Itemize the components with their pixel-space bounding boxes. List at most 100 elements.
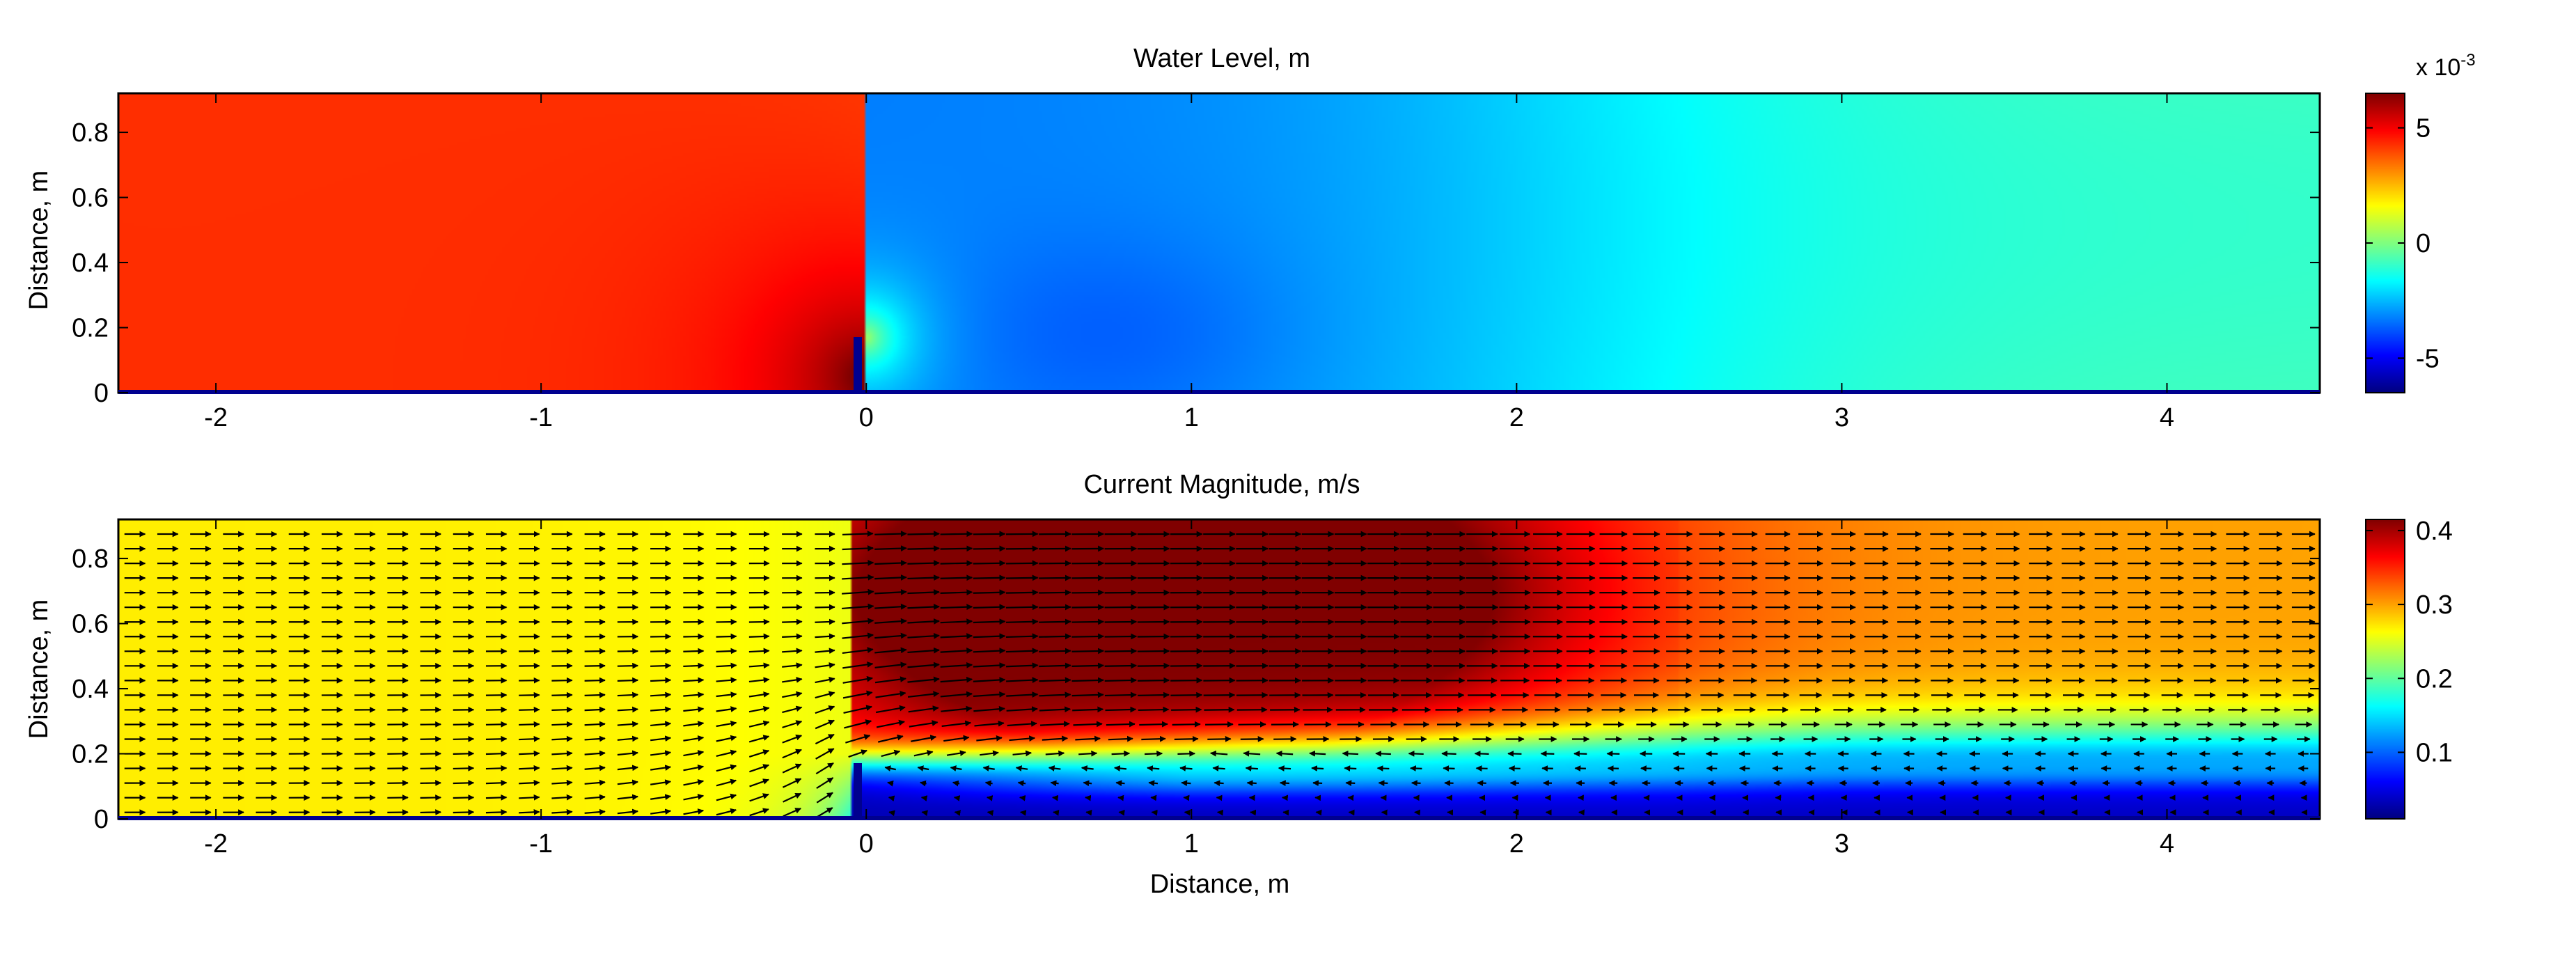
velocity-arrow bbox=[1342, 750, 1359, 757]
velocity-arrow bbox=[1007, 721, 1037, 727]
velocity-arrow bbox=[1006, 691, 1039, 698]
velocity-arrow bbox=[650, 808, 672, 815]
y-tick-label: 0.8 bbox=[72, 545, 109, 574]
x-tick-label: -2 bbox=[204, 403, 228, 432]
x-tick-label: -1 bbox=[529, 829, 553, 859]
velocity-arrow bbox=[950, 765, 962, 772]
water-level-obstacle bbox=[854, 337, 862, 393]
velocity-arrow bbox=[1170, 677, 1203, 684]
velocity-arrow bbox=[911, 735, 937, 742]
velocity-arrow bbox=[982, 765, 995, 772]
velocity-arrow bbox=[913, 750, 934, 757]
velocity-arrow bbox=[650, 706, 672, 713]
velocity-arrow bbox=[1042, 735, 1069, 742]
velocity-arrow bbox=[976, 735, 1003, 742]
current-magnitude-colorbar-box bbox=[2365, 519, 2405, 820]
x-tick-label: 3 bbox=[1835, 829, 1849, 859]
velocity-arrow bbox=[650, 750, 672, 756]
velocity-arrow bbox=[716, 735, 737, 742]
velocity-arrow bbox=[1005, 648, 1039, 655]
velocity-arrow bbox=[1183, 794, 1190, 801]
velocity-arrow bbox=[874, 531, 907, 538]
velocity-arrow bbox=[1071, 691, 1104, 698]
current-magnitude-panel: Current Magnitude, m/s Distance, m Dista… bbox=[24, 470, 2453, 899]
velocity-arrow bbox=[683, 808, 705, 815]
velocity-arrow bbox=[1075, 735, 1101, 742]
velocity-arrow bbox=[650, 648, 672, 655]
current-magnitude-title: Current Magnitude, m/s bbox=[1083, 470, 1360, 499]
velocity-arrow bbox=[1441, 751, 1456, 757]
velocity-arrow bbox=[1540, 751, 1555, 757]
velocity-arrow bbox=[617, 794, 638, 801]
velocity-arrow bbox=[884, 765, 897, 772]
velocity-arrow bbox=[748, 749, 770, 758]
velocity-arrow bbox=[716, 808, 737, 816]
velocity-arrow bbox=[874, 647, 907, 654]
velocity-arrow bbox=[1443, 765, 1455, 772]
velocity-arrow bbox=[748, 691, 770, 698]
velocity-arrow bbox=[973, 677, 1006, 683]
x-tick-label: -2 bbox=[204, 829, 228, 859]
velocity-arrow bbox=[1376, 765, 1390, 772]
velocity-arrow bbox=[973, 618, 1006, 625]
velocity-arrow bbox=[941, 705, 973, 712]
x-tick-label: 2 bbox=[1509, 829, 1524, 859]
velocity-arrow bbox=[1039, 604, 1071, 611]
velocity-arrow bbox=[973, 604, 1006, 611]
velocity-arrow bbox=[551, 794, 573, 801]
velocity-arrow bbox=[782, 749, 802, 759]
velocity-arrow bbox=[1216, 794, 1223, 801]
velocity-arrow bbox=[1085, 794, 1092, 801]
velocity-arrow bbox=[716, 633, 737, 640]
current-vectors bbox=[124, 531, 2316, 818]
velocity-arrow bbox=[683, 648, 705, 655]
velocity-arrow bbox=[617, 779, 638, 786]
velocity-arrow bbox=[940, 676, 973, 683]
velocity-arrow bbox=[716, 706, 737, 712]
velocity-arrow bbox=[874, 545, 907, 551]
velocity-arrow bbox=[1147, 765, 1160, 772]
water-level-colorbar-scale: x 10-3 bbox=[2416, 51, 2476, 81]
y-tick-label: 0 bbox=[94, 379, 109, 408]
velocity-arrow bbox=[909, 720, 938, 728]
velocity-arrow bbox=[749, 793, 769, 802]
velocity-arrow bbox=[519, 808, 540, 815]
velocity-arrow bbox=[584, 691, 606, 698]
x-tick-label: 0 bbox=[859, 829, 874, 859]
velocity-arrow bbox=[987, 810, 994, 816]
velocity-arrow bbox=[783, 792, 802, 803]
x-tick-label: 4 bbox=[2160, 403, 2174, 432]
velocity-arrow bbox=[782, 734, 803, 744]
velocity-arrow bbox=[683, 794, 705, 801]
colorbar-scale-exponent: -3 bbox=[2460, 51, 2475, 70]
velocity-arrow bbox=[453, 750, 475, 757]
velocity-arrow bbox=[519, 794, 540, 801]
velocity-arrow bbox=[716, 778, 737, 787]
velocity-arrow bbox=[920, 795, 928, 801]
velocity-arrow bbox=[907, 632, 940, 639]
velocity-arrow bbox=[1475, 765, 1488, 772]
velocity-arrow bbox=[485, 794, 508, 801]
velocity-arrow bbox=[551, 691, 573, 698]
velocity-arrow bbox=[1005, 604, 1039, 611]
velocity-arrow bbox=[749, 778, 769, 788]
velocity-arrow bbox=[1179, 765, 1193, 772]
velocity-arrow bbox=[842, 690, 873, 699]
y-tick-label: 0.4 bbox=[72, 249, 109, 278]
velocity-arrow bbox=[519, 765, 540, 772]
velocity-arrow bbox=[1212, 765, 1225, 772]
velocity-arrow bbox=[551, 677, 573, 684]
velocity-arrow bbox=[1072, 706, 1104, 713]
velocity-arrow bbox=[650, 691, 672, 698]
velocity-arrow bbox=[650, 721, 672, 728]
velocity-arrow bbox=[1009, 735, 1036, 742]
velocity-arrow bbox=[815, 762, 834, 775]
velocity-arrow bbox=[485, 765, 508, 772]
velocity-arrow bbox=[815, 733, 835, 745]
velocity-arrow bbox=[917, 765, 929, 772]
velocity-arrow bbox=[973, 560, 1006, 567]
velocity-arrow bbox=[842, 618, 874, 625]
velocity-arrow bbox=[954, 810, 961, 816]
velocity-arrow bbox=[782, 691, 803, 698]
velocity-arrow bbox=[748, 735, 770, 743]
